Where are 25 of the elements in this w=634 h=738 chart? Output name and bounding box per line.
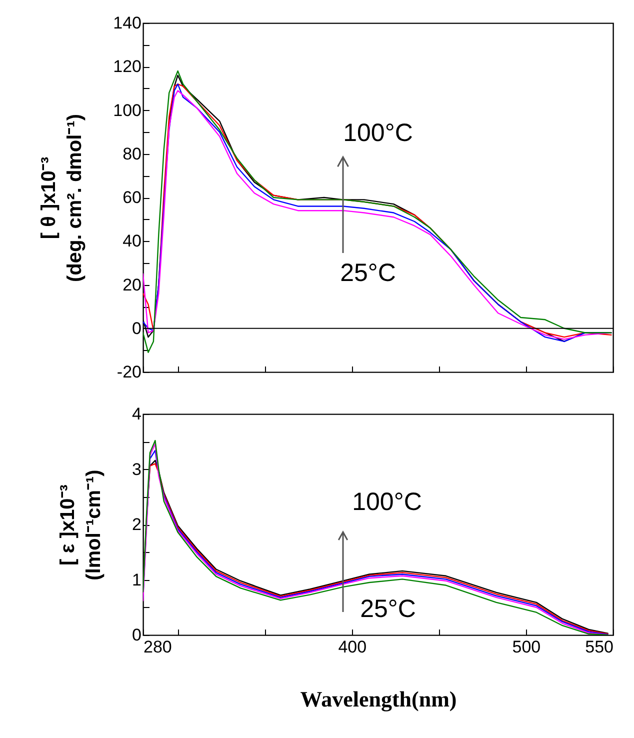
y-tick-label: 3 <box>132 460 142 479</box>
x-tick-label: 550 <box>585 638 614 656</box>
y-tick-label: 1 <box>132 570 142 590</box>
y-tick-label: -20 <box>116 362 142 382</box>
y-axis-title: [ θ ]x10⁻³ (deg. cm². dmol⁻¹) <box>38 114 86 282</box>
y-tick-label: 0 <box>132 318 142 338</box>
x-tick-label: 500 <box>512 638 541 656</box>
y-tick-label: 0 <box>132 626 142 644</box>
annotation: 25°C <box>340 259 396 287</box>
x-axis-title: Wavelength(nm) <box>300 686 457 712</box>
annotation: 100°C <box>343 119 413 147</box>
annotation: 25°C <box>360 595 416 623</box>
y-tick-label: 120 <box>113 57 142 76</box>
y-tick-label: 60 <box>122 188 142 207</box>
y-tick-label: 100 <box>113 100 142 120</box>
annotation: 100°C <box>352 488 422 516</box>
y-tick-label: 80 <box>122 144 142 164</box>
y-tick-label: 140 <box>113 14 142 32</box>
y-tick-label: 2 <box>132 515 142 534</box>
y-tick-label: 4 <box>132 404 142 424</box>
y-tick-label: 40 <box>122 232 142 251</box>
x-tick-label: 280 <box>144 638 172 656</box>
x-tick-label: 400 <box>338 638 367 656</box>
y-tick-label: 20 <box>122 275 142 294</box>
y-axis-title: [ ε ]x10⁻³ (lmol⁻¹cm⁻¹) <box>57 470 106 580</box>
